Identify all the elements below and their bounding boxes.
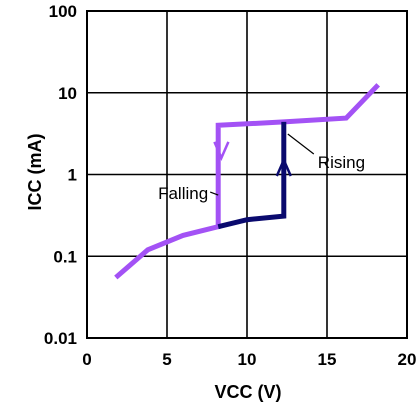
x-tick-label: 10: [238, 350, 257, 369]
annotation-rising: Rising: [318, 153, 365, 172]
series-line-falling: [114, 83, 381, 280]
leader-line-rising: [287, 133, 315, 155]
y-tick-label: 10: [58, 84, 77, 103]
tick-labels: 0 5 10 15 20 0.01 0.1 1 10 100: [44, 2, 417, 369]
annotation-falling: Falling: [158, 184, 208, 203]
x-tick-label: 5: [162, 350, 171, 369]
arrow-down-falling: [213, 141, 230, 162]
y-tick-label: 100: [49, 2, 77, 21]
series-line-rising: [217, 121, 287, 230]
leader-line-falling: [209, 191, 219, 196]
series-layer: [114, 83, 381, 280]
plot-frame: [86, 10, 408, 339]
y-tick-label: 1: [68, 166, 77, 185]
y-tick-label: 0.1: [53, 247, 77, 266]
x-tick-label: 15: [318, 350, 337, 369]
arrow-up-rising: [275, 156, 292, 177]
y-tick-label: 0.01: [44, 329, 77, 348]
x-tick-label: 0: [82, 350, 91, 369]
x-axis-title: VCC (V): [215, 382, 282, 402]
x-tick-label: 20: [398, 350, 417, 369]
annotations: Falling Rising: [158, 133, 365, 203]
y-axis-title: ICC (mA): [25, 134, 45, 211]
grid: [86, 10, 408, 339]
